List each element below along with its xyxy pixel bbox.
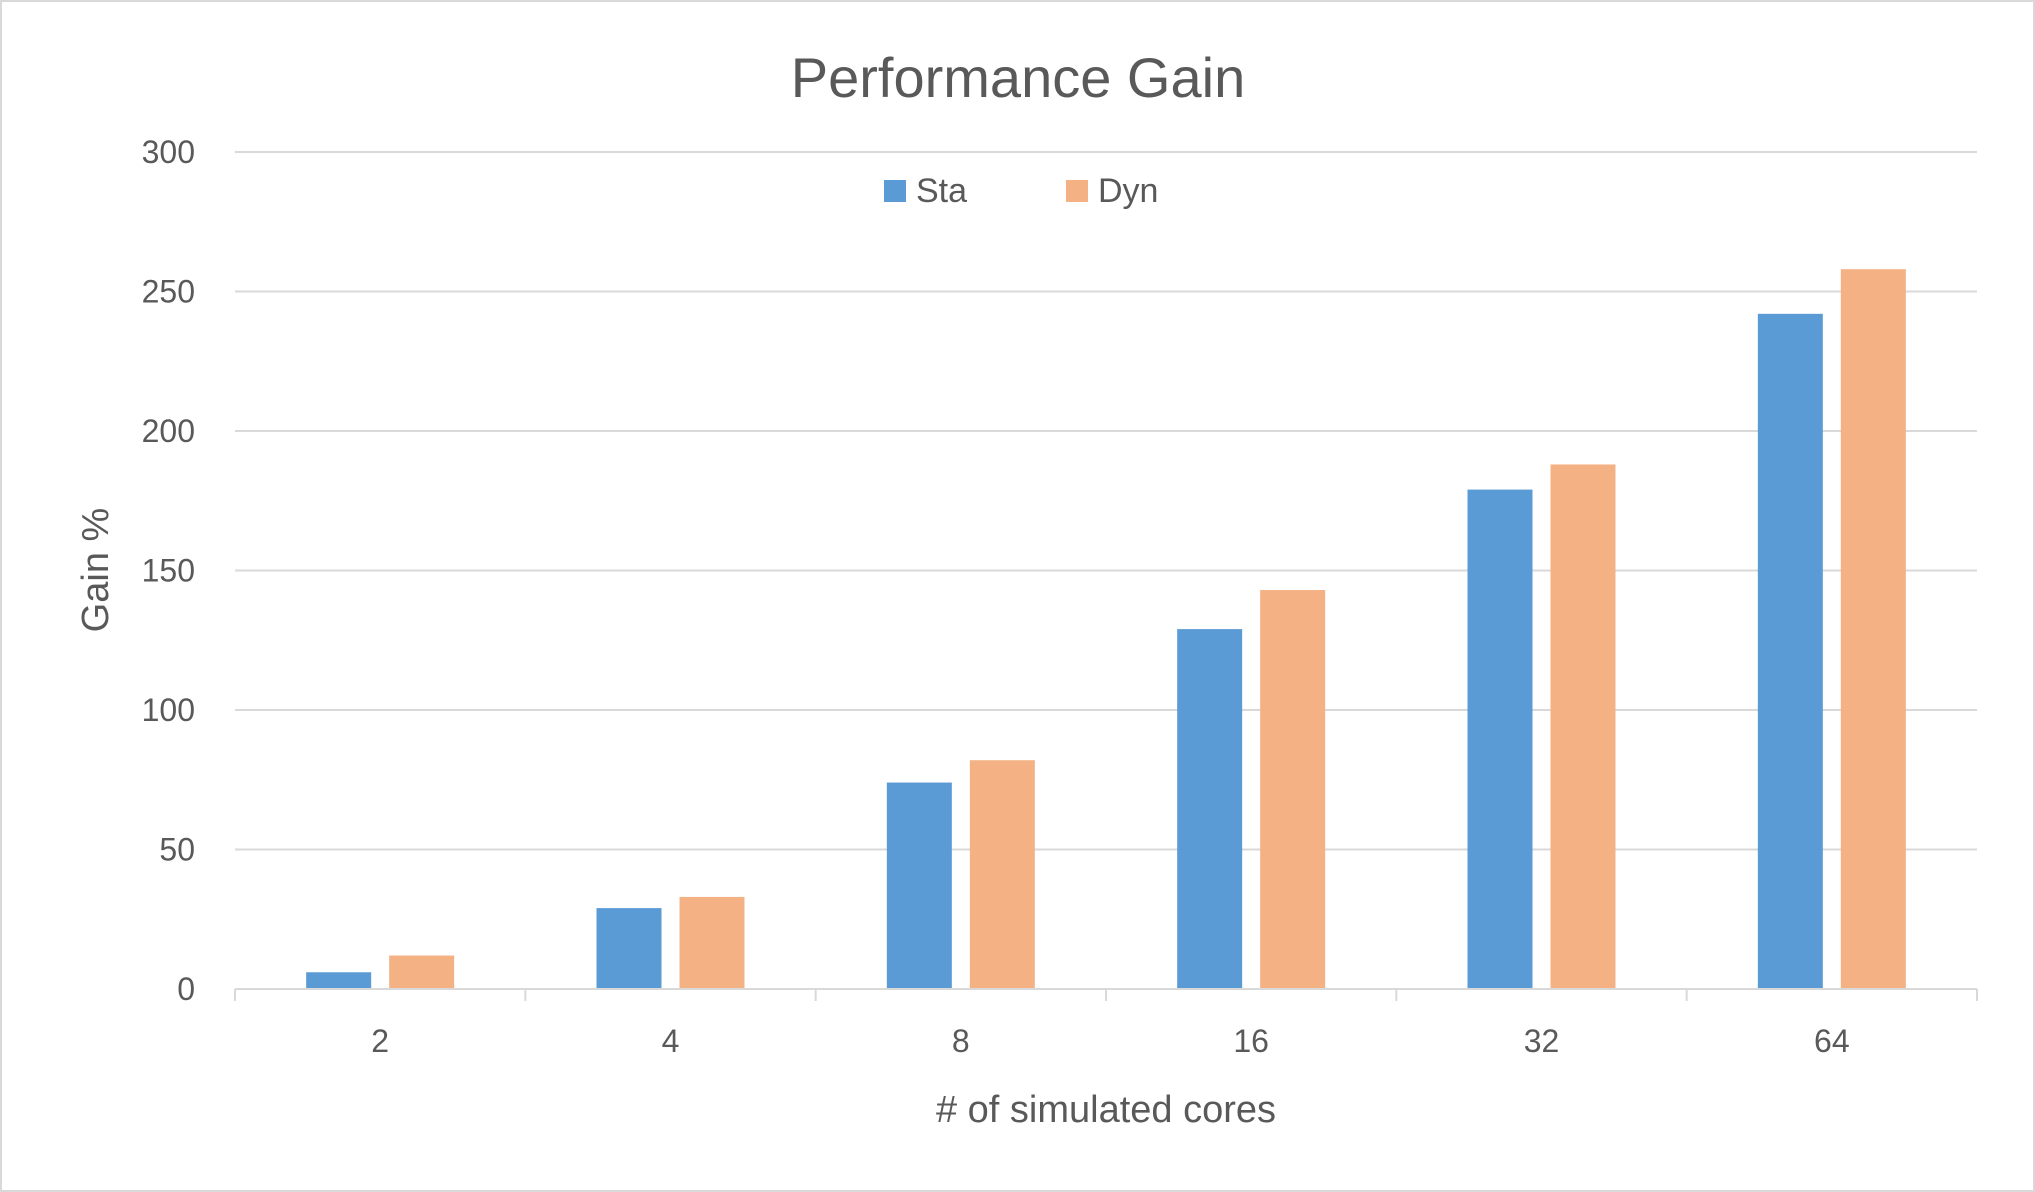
bar-dyn-8 (969, 760, 1035, 989)
chart-title: Performance Gain (791, 46, 1245, 109)
y-axis-label: Gain % (75, 508, 117, 633)
gridlines (235, 151, 1977, 851)
bar-dyn-2 (389, 955, 455, 989)
x-tick-label: 32 (1524, 1023, 1560, 1059)
x-axis-label: # of simulated cores (936, 1089, 1276, 1131)
bar-dyn-16 (1260, 590, 1326, 989)
legend-label-sta: Sta (916, 172, 967, 210)
y-tick-label: 300 (142, 134, 195, 170)
bar-sta-8 (886, 782, 952, 989)
y-axis-ticks: 0 50 100 150 200 250 300 (142, 134, 195, 1007)
bar-dyn-64 (1840, 269, 1906, 989)
x-tick-label: 8 (952, 1023, 970, 1059)
bar-sta-2 (306, 972, 372, 989)
bars (306, 269, 1906, 990)
x-tick-label: 64 (1814, 1023, 1850, 1059)
y-tick-label: 100 (142, 692, 195, 728)
bar-sta-4 (596, 908, 662, 989)
bar-sta-32 (1467, 489, 1533, 989)
legend-swatch-dyn (1066, 180, 1088, 202)
bar-dyn-4 (679, 896, 745, 989)
x-axis: 2 4 8 16 32 64 (234, 988, 1978, 1059)
y-tick-label: 0 (177, 971, 195, 1007)
legend-label-dyn: Dyn (1098, 172, 1158, 210)
x-tick-label: 4 (662, 1023, 680, 1059)
x-tick-label: 16 (1233, 1023, 1269, 1059)
y-tick-label: 200 (142, 413, 195, 449)
legend: Sta Dyn (884, 172, 1158, 210)
bar-sta-64 (1757, 313, 1823, 989)
legend-swatch-sta (884, 180, 906, 202)
y-tick-label: 250 (142, 274, 195, 310)
bar-sta-16 (1177, 629, 1243, 989)
y-tick-label: 50 (159, 832, 195, 868)
x-tick-label: 2 (371, 1023, 389, 1059)
bar-dyn-32 (1550, 464, 1616, 990)
y-tick-label: 150 (142, 553, 195, 589)
